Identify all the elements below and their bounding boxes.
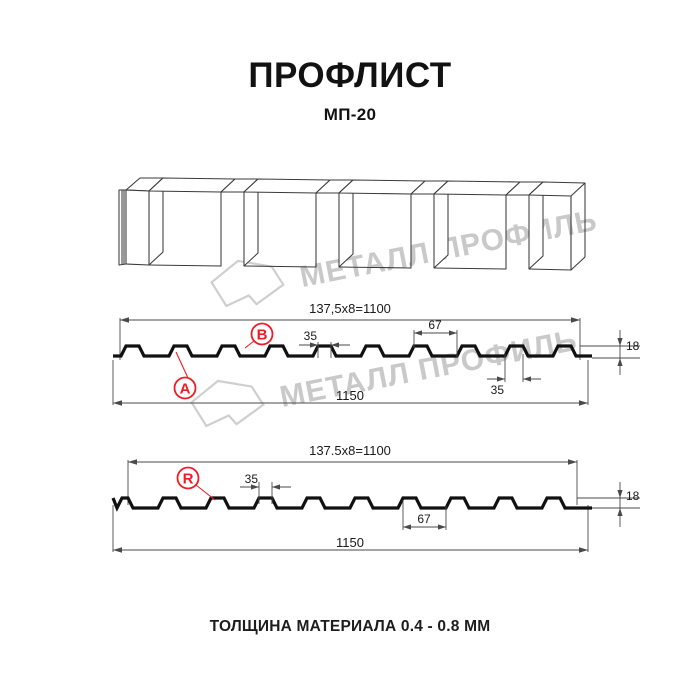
arrow-left-icon [120, 317, 129, 323]
dim-18-label: 18 [626, 339, 640, 353]
dim-35-bottom-label: 35 [491, 383, 505, 397]
page-subtitle: МП-20 [323, 105, 377, 124]
marker-a-leader [175, 351, 189, 379]
arrow-right-icon [579, 400, 588, 406]
marker-a: A [173, 351, 197, 400]
arrow-left-icon [113, 547, 122, 553]
iso-flat-bottom [148, 192, 222, 267]
dimension-lines-top [119, 317, 581, 360]
material-thickness-note: ТОЛЩИНА МАТЕРИАЛА 0.4 - 0.8 ММ [209, 618, 491, 635]
dim-67-label: 67 [428, 318, 442, 332]
arrow-right-icon [571, 317, 580, 323]
dim-18-label: 18 [626, 489, 640, 503]
marker-b: B [244, 322, 274, 349]
page-title: ПРОФЛИСТ [248, 56, 452, 95]
marker-r: R [176, 466, 216, 501]
dim-overall-top-label: 137,5x8=1100 [309, 301, 391, 316]
marker-b-label: B [257, 327, 268, 344]
dim-overall-bottom-label: 1150 [336, 535, 364, 550]
dimension-lines-bottom [112, 505, 589, 553]
title-block: ПРОФЛИСТ МП-20 [0, 56, 700, 125]
arrow-icon [449, 330, 457, 336]
iso-flat-bottom [433, 195, 507, 270]
arrow-icon [414, 330, 422, 336]
iso-flat-bottom [243, 193, 317, 268]
marker-r-label: R [183, 471, 194, 488]
marker-a-circle [173, 376, 197, 400]
arrow-icon [617, 358, 623, 366]
arrow-icon [617, 508, 623, 516]
dim-67 [413, 330, 458, 358]
marker-a-label: A [180, 381, 191, 398]
marker-b-leader [244, 340, 255, 349]
arrow-icon [403, 524, 411, 530]
iso-flat-bottom [338, 194, 412, 269]
dim-overall-bottom-label: 1150 [336, 388, 364, 403]
profile-outline-section-2 [111, 496, 592, 512]
dim-35-bottom [487, 354, 541, 382]
dim-67 [402, 500, 447, 530]
marker-r-circle [176, 466, 200, 490]
arrow-icon [617, 338, 623, 346]
dim-18-height [580, 330, 640, 375]
dim-67-label: 67 [417, 512, 431, 526]
dimension-lines-bottom [112, 360, 589, 406]
arrow-left-icon [113, 400, 122, 406]
dim-35-label: 35 [245, 472, 259, 486]
marker-r-leader [195, 484, 216, 501]
dim-35 [240, 482, 291, 504]
dim-35-top-label: 35 [304, 329, 318, 343]
marker-b-circle [250, 322, 274, 346]
arrow-icon [523, 376, 531, 382]
arrow-left-icon [128, 459, 137, 465]
arrow-icon [331, 342, 339, 348]
arrow-right-icon [579, 547, 588, 553]
arrow-right-icon [568, 459, 577, 465]
dim-18-height [577, 482, 640, 527]
arrow-icon [310, 342, 318, 348]
profile-outline-section-1 [113, 344, 592, 358]
arrow-icon [617, 490, 623, 498]
iso-right-face [570, 183, 586, 271]
arrow-icon [497, 376, 505, 382]
dim-overall-top-label: 137.5x8=1100 [309, 443, 391, 458]
arrow-icon [272, 484, 280, 490]
dim-35-top [299, 342, 350, 358]
watermark-logo-icon [190, 379, 265, 428]
arrow-icon [438, 524, 446, 530]
arrow-icon [251, 484, 259, 490]
